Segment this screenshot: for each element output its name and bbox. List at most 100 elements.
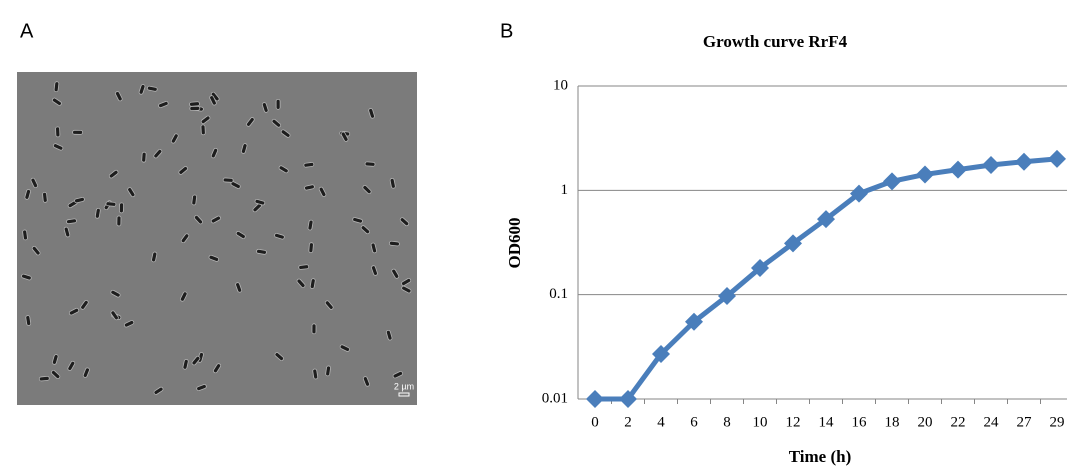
cell [200,124,206,136]
cell [208,254,220,262]
cell [401,285,412,294]
marker [784,234,802,253]
cell [189,101,200,107]
chart-title: Growth curve RrF4 [703,32,848,51]
cell [235,282,243,293]
cell [360,225,371,235]
cell [25,315,32,326]
x-tick-label: 27 [1017,414,1033,430]
y-tick-label: 1 [561,182,569,198]
x-tick-label: 4 [657,414,665,430]
cell [222,177,234,183]
cell [170,133,179,144]
cell [362,376,370,387]
series-line [595,156,1058,402]
cell [55,126,61,138]
cell [278,165,289,174]
cell [274,352,284,361]
cell [368,108,375,119]
scale-bar-label: 2 µm [394,381,414,391]
x-tick-label: 18 [885,414,900,430]
cell [261,102,269,113]
marker [652,344,670,363]
cell [352,217,363,224]
cell [392,371,403,379]
cell [312,368,319,380]
cell [105,201,117,207]
x-tick-label: 16 [852,414,868,430]
cell [146,85,158,92]
cell [389,177,396,189]
cell [194,215,203,225]
cell [115,91,123,102]
marker [685,312,703,331]
cell [210,147,219,159]
cell [153,386,164,395]
cell [318,186,327,197]
cell [241,143,248,154]
cell [42,191,48,203]
x-tick-label: 6 [690,414,698,430]
cell [235,230,246,239]
x-tick-label: 20 [918,414,933,430]
cell [68,307,80,316]
x-tick-label: 24 [984,414,1000,430]
cell [298,264,310,270]
cell [230,181,241,189]
marker [883,172,901,191]
x-tick-label: 29 [1050,414,1065,430]
cell [108,169,119,179]
y-axis-label: OD600 [505,218,524,269]
x-tick-label: 22 [951,414,966,430]
cell [110,310,119,321]
cell [304,184,315,191]
cell [309,278,316,289]
cell [52,354,59,365]
y-tick-label: 10 [553,77,568,93]
cell [52,97,62,106]
panel-label: A [20,20,34,42]
cell [325,365,331,377]
cell [179,291,188,302]
cell [63,226,71,238]
image-background [17,72,417,405]
cell [74,197,85,204]
microscopy-image [17,72,417,405]
cell [324,300,334,310]
cell [385,329,393,341]
cell [254,198,266,206]
cell [180,233,190,244]
marker [619,390,637,408]
cell [280,129,291,138]
cell [66,218,77,225]
panel-label: B [500,20,513,42]
marker [1015,152,1033,171]
cell [196,384,207,391]
cell [370,242,377,254]
cell [362,185,372,195]
cell [123,320,135,328]
marker [949,160,967,179]
cell [191,355,201,366]
marker [1048,149,1066,168]
x-tick-label: 0 [591,414,599,430]
cell [213,363,222,374]
cell [82,367,90,378]
cell [200,115,211,124]
marker [817,210,835,229]
cell [389,240,400,247]
cell [275,98,281,110]
x-tick-label: 14 [819,414,835,430]
cell [119,202,124,214]
cell [303,162,315,168]
marker [751,259,769,278]
x-axis-label: Time (h) [789,447,852,466]
cell [371,265,378,276]
cell [189,105,201,111]
cell [246,117,255,127]
cell [80,300,89,310]
cell [24,189,31,200]
cell [30,177,38,189]
cell [53,143,64,151]
x-tick-label: 10 [753,414,768,430]
